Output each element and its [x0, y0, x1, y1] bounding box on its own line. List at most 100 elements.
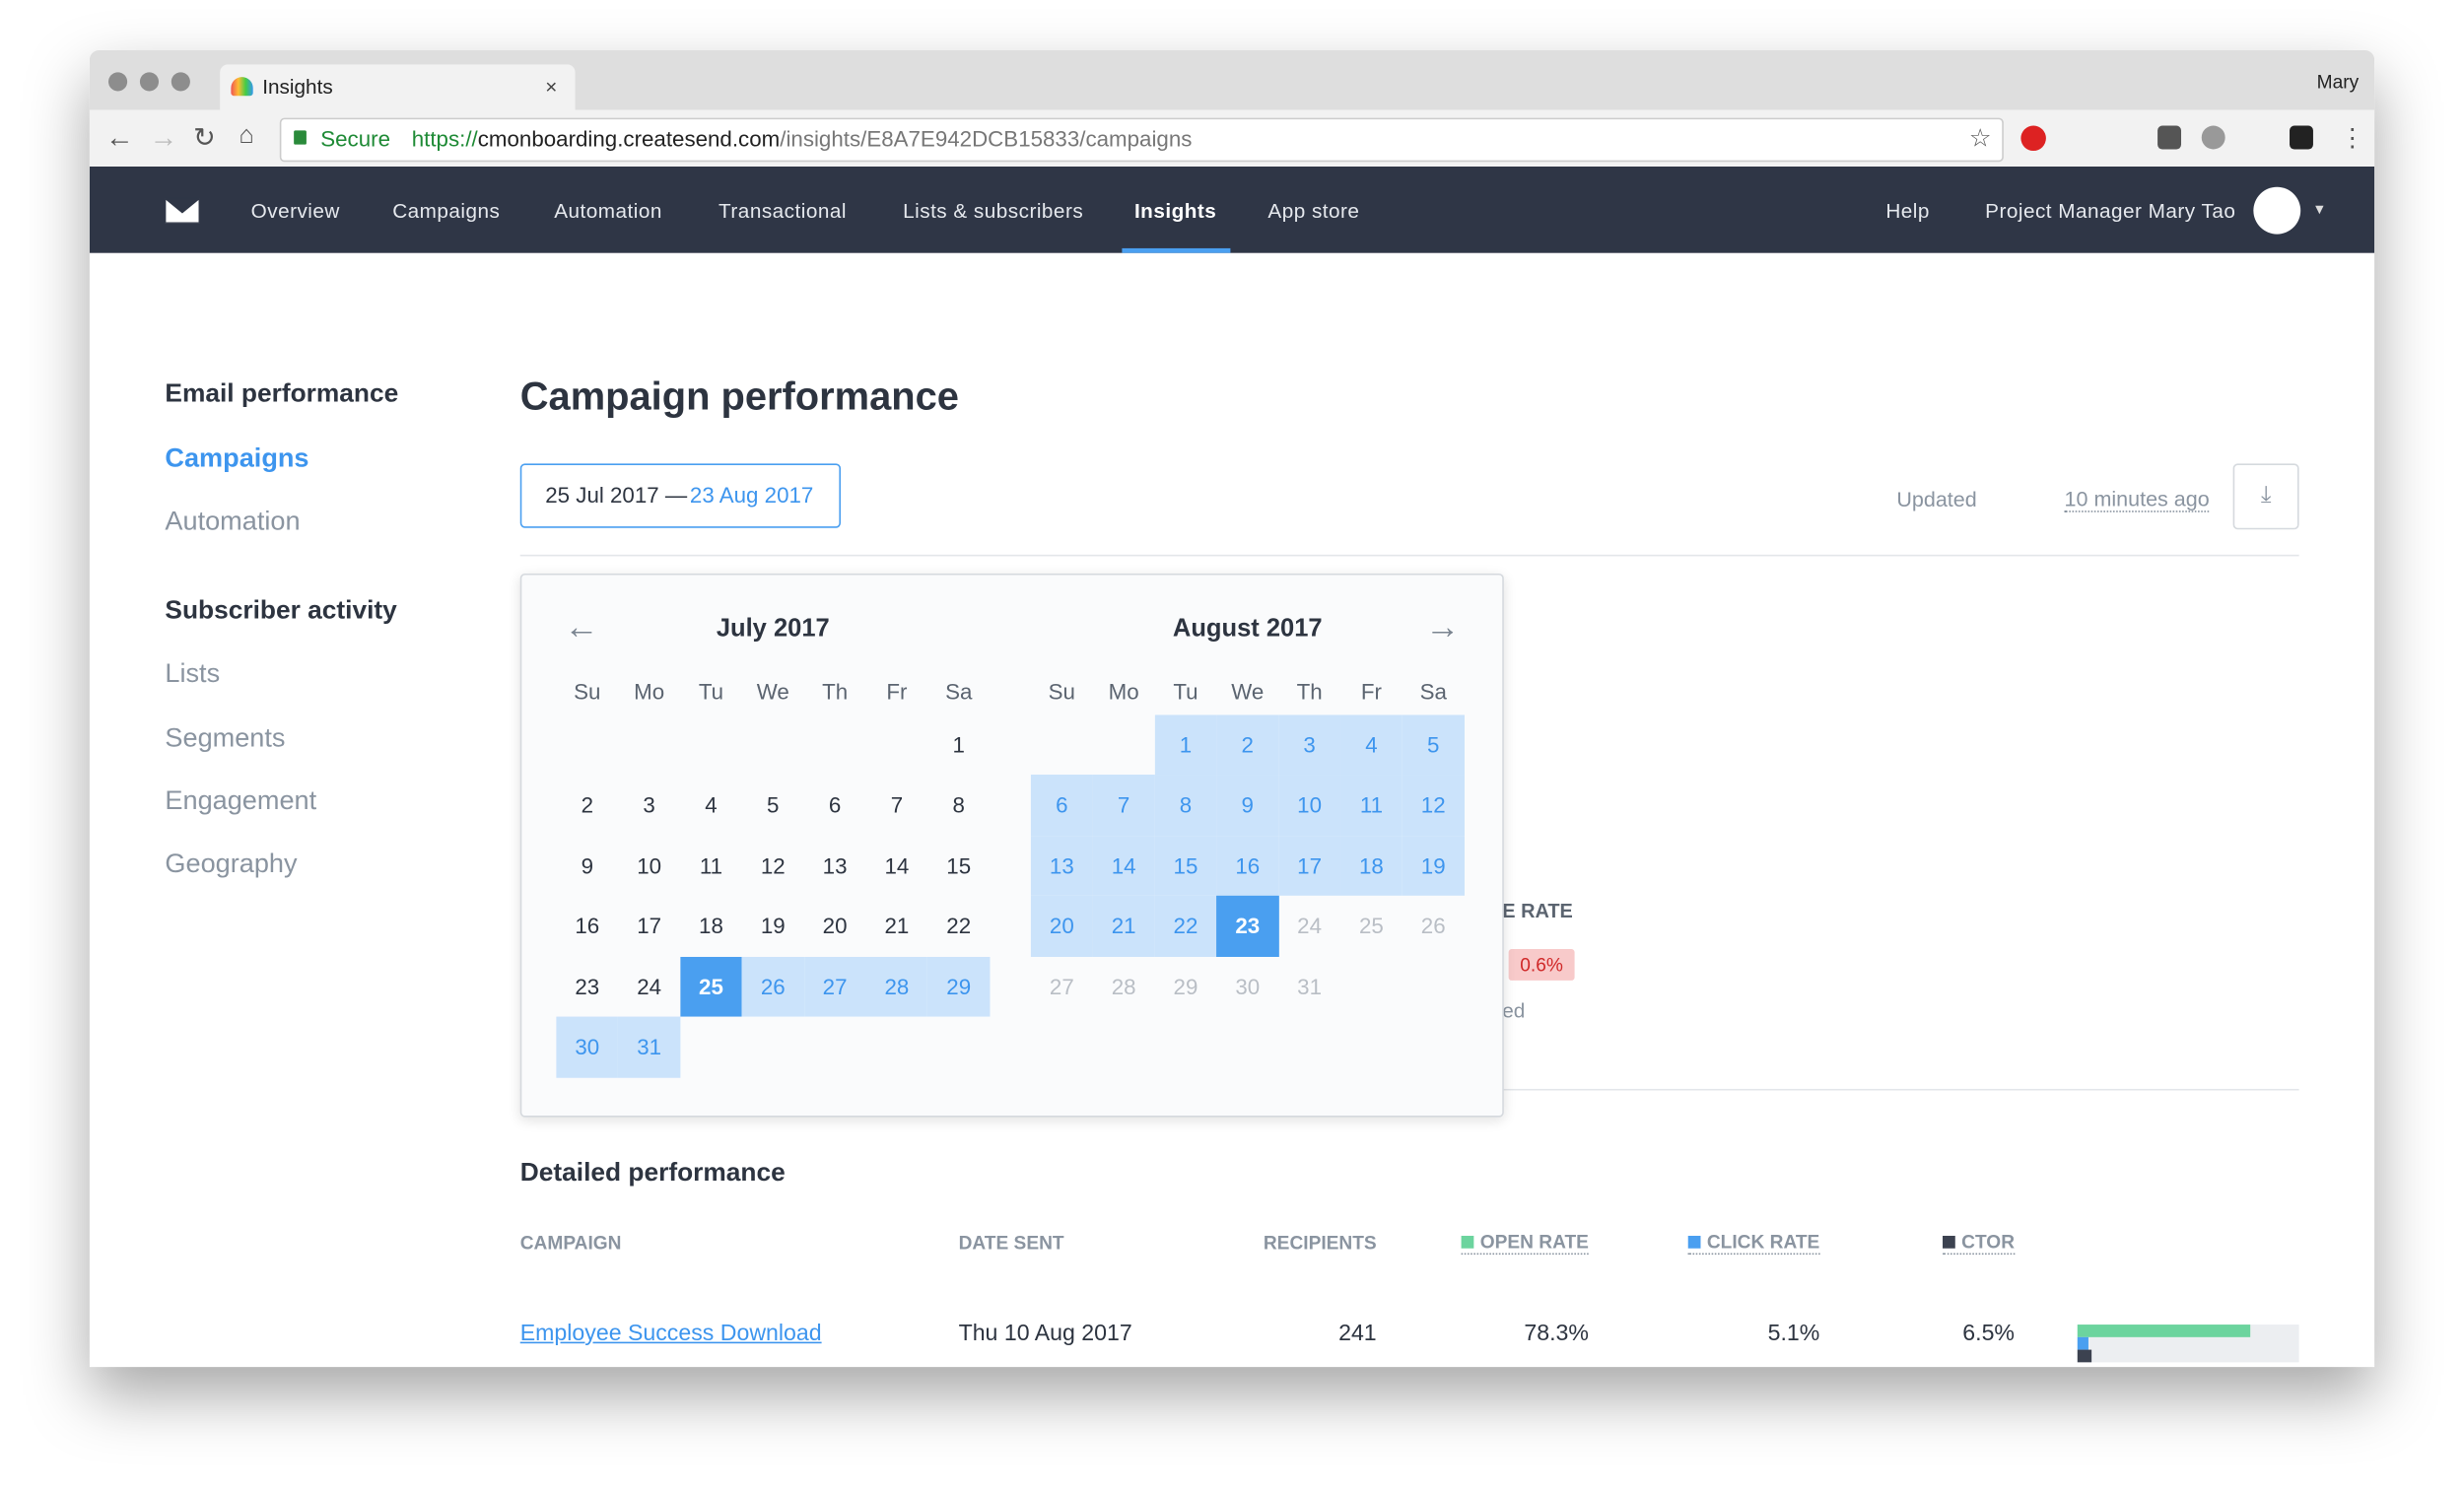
- account-caret[interactable]: ▼: [2312, 201, 2327, 218]
- help-link[interactable]: Help: [1885, 198, 1930, 223]
- calendar-day[interactable]: 28: [865, 956, 928, 1017]
- calendar-day[interactable]: 25: [680, 956, 742, 1017]
- calendar-day[interactable]: 30: [1235, 974, 1261, 1000]
- calendar-day[interactable]: 14: [1092, 835, 1155, 897]
- calendar-day[interactable]: 29: [927, 956, 991, 1017]
- calendar-day[interactable]: 23: [575, 974, 600, 1000]
- calendar-day[interactable]: 15: [1154, 835, 1217, 897]
- calendar-day[interactable]: 19: [1402, 835, 1465, 897]
- calendar-day[interactable]: 5: [767, 792, 780, 818]
- calendar-day[interactable]: 20: [1030, 896, 1093, 957]
- column-header[interactable]: RECIPIENTS: [1264, 1232, 1377, 1254]
- calendar-day[interactable]: 31: [618, 1017, 681, 1078]
- nav-item[interactable]: Overview: [250, 198, 340, 223]
- account-name[interactable]: Project Manager Mary Tao: [1985, 198, 2236, 223]
- calendar-day[interactable]: 24: [1297, 914, 1323, 939]
- calendar-day[interactable]: 16: [1216, 835, 1279, 897]
- calendar-day[interactable]: 20: [822, 914, 848, 939]
- calendar-day[interactable]: 3: [1278, 714, 1340, 776]
- calendar-day[interactable]: 8: [952, 792, 965, 818]
- nav-item[interactable]: Automation: [554, 198, 662, 223]
- column-header[interactable]: CLICK RATE: [1687, 1231, 1820, 1256]
- calendar-day[interactable]: 7: [1092, 775, 1155, 836]
- column-header[interactable]: OPEN RATE: [1461, 1231, 1589, 1256]
- prev-month[interactable]: ←: [564, 606, 599, 646]
- calendar-day[interactable]: 1: [1154, 714, 1217, 776]
- download-button[interactable]: [2232, 463, 2299, 530]
- nav-item[interactable]: Campaigns: [392, 198, 501, 223]
- address-bar[interactable]: [279, 117, 2004, 163]
- extension-icon[interactable]: [2157, 125, 2182, 150]
- calendar-day[interactable]: 6: [1030, 775, 1093, 836]
- calendar-day[interactable]: 13: [1030, 835, 1093, 897]
- calendar-day[interactable]: 11: [1340, 775, 1403, 836]
- sidebar-link[interactable]: Engagement: [165, 785, 317, 816]
- calendar-day[interactable]: 24: [637, 974, 662, 1000]
- nav-item[interactable]: Lists & subscribers: [903, 198, 1084, 223]
- campaign-link[interactable]: Employee Success Download: [519, 1321, 822, 1347]
- menu-button[interactable]: ⋮: [2340, 125, 2365, 153]
- extension-icon[interactable]: [2201, 125, 2225, 150]
- tab[interactable]: [220, 64, 576, 112]
- date-range-button[interactable]: [519, 463, 841, 528]
- calendar-day[interactable]: 19: [760, 914, 786, 939]
- calendar-day[interactable]: 7: [890, 792, 904, 818]
- calendar-day[interactable]: 21: [1092, 896, 1155, 957]
- extension-icon[interactable]: [2020, 125, 2046, 152]
- calendar-day[interactable]: 26: [741, 956, 804, 1017]
- sidebar-link[interactable]: Geography: [165, 848, 298, 879]
- nav-item[interactable]: Transactional: [719, 198, 847, 223]
- calendar-day[interactable]: 2: [581, 792, 594, 818]
- calendar-day[interactable]: 4: [705, 792, 718, 818]
- window-button[interactable]: [108, 72, 128, 92]
- window-button[interactable]: [171, 72, 190, 92]
- column-header[interactable]: CTOR: [1943, 1231, 2016, 1256]
- calendar-day[interactable]: 16: [575, 914, 600, 939]
- back-button[interactable]: ←: [104, 121, 134, 154]
- sidebar-link[interactable]: Lists: [165, 658, 221, 689]
- next-month[interactable]: →: [1425, 606, 1461, 646]
- calendar-day[interactable]: 23: [1216, 896, 1279, 957]
- calendar-day[interactable]: 27: [1049, 974, 1074, 1000]
- forward-button[interactable]: →: [149, 121, 178, 154]
- calendar-day[interactable]: 17: [637, 914, 662, 939]
- calendar-day[interactable]: 4: [1340, 714, 1403, 776]
- calendar-day[interactable]: 12: [1402, 775, 1465, 836]
- calendar-day[interactable]: 11: [699, 852, 723, 879]
- calendar-day[interactable]: 5: [1402, 714, 1465, 776]
- calendar-day[interactable]: 15: [946, 852, 972, 879]
- avatar[interactable]: [2253, 186, 2301, 235]
- calendar-day[interactable]: 29: [1173, 974, 1198, 1000]
- calendar-day[interactable]: 9: [1216, 775, 1279, 836]
- sidebar-link[interactable]: Campaigns: [165, 442, 309, 473]
- calendar-day[interactable]: 18: [1340, 835, 1403, 897]
- nav-item[interactable]: App store: [1267, 198, 1360, 223]
- window-button[interactable]: [139, 72, 160, 92]
- column-header[interactable]: CAMPAIGN: [520, 1232, 622, 1254]
- calendar-day[interactable]: 10: [637, 852, 662, 879]
- calendar-day[interactable]: 27: [803, 956, 866, 1017]
- calendar-day[interactable]: 2: [1216, 714, 1279, 776]
- calendar-day[interactable]: 10: [1278, 775, 1340, 836]
- calendar-day[interactable]: 14: [884, 852, 910, 879]
- bookmark-star[interactable]: ☆: [1968, 125, 1992, 153]
- calendar-day[interactable]: 22: [1154, 896, 1217, 957]
- calendar-day[interactable]: 28: [1111, 974, 1136, 1000]
- sidebar-link[interactable]: Automation: [165, 506, 301, 536]
- column-header[interactable]: DATE SENT: [959, 1232, 1064, 1254]
- calendar-day[interactable]: 1: [952, 731, 965, 758]
- calendar-day[interactable]: 9: [581, 852, 594, 879]
- calendar-day[interactable]: 13: [822, 852, 848, 879]
- calendar-day[interactable]: 12: [760, 852, 786, 879]
- calendar-day[interactable]: 18: [699, 914, 723, 939]
- sidebar-link[interactable]: Segments: [165, 722, 286, 753]
- calendar-day[interactable]: 21: [884, 914, 910, 939]
- calendar-day[interactable]: 8: [1154, 775, 1217, 836]
- calendar-day[interactable]: 25: [1358, 914, 1384, 939]
- calendar-day[interactable]: 30: [556, 1017, 619, 1078]
- calendar-day[interactable]: 3: [643, 792, 655, 818]
- tab-close[interactable]: ×: [545, 74, 558, 99]
- extension-icon[interactable]: [2290, 125, 2313, 150]
- calendar-day[interactable]: 22: [946, 914, 972, 939]
- calendar-day[interactable]: 6: [828, 792, 842, 818]
